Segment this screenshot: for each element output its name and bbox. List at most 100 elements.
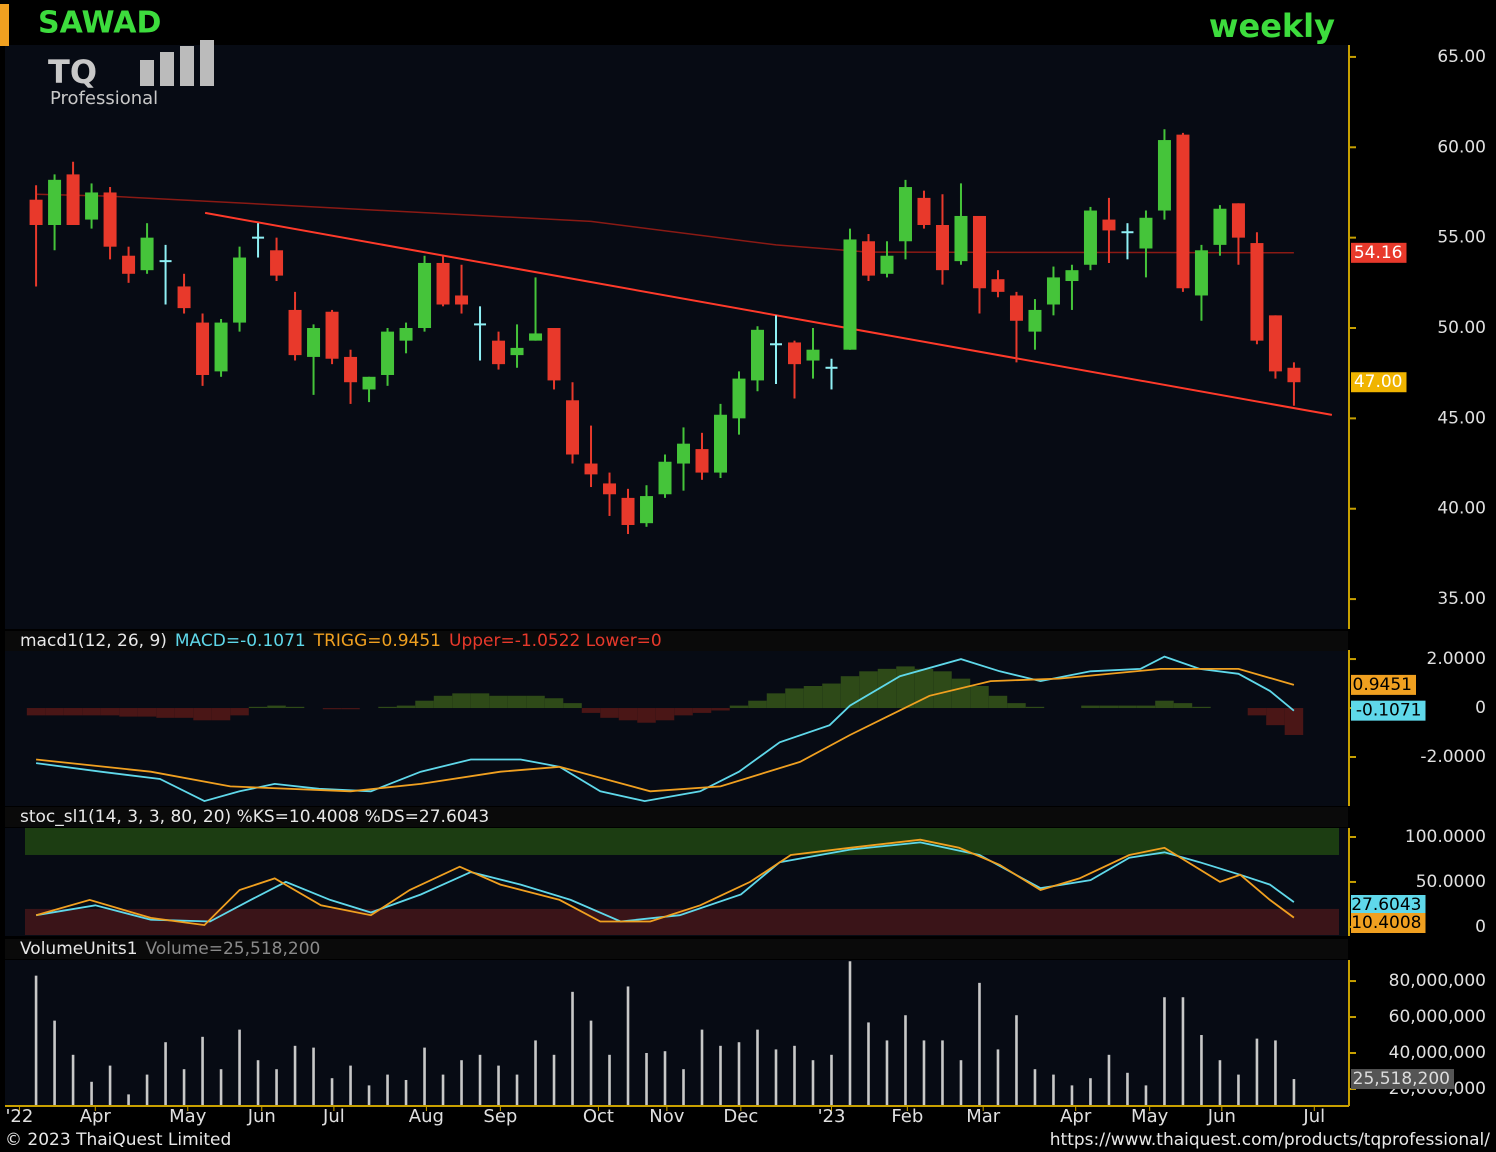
x-tick-label: Dec: [723, 1106, 758, 1127]
x-tick-label: Apr: [1060, 1106, 1092, 1127]
legend-item: MACD=-0.1071: [175, 631, 306, 651]
legend-bar: [5, 631, 1348, 651]
volume-bar: [238, 1029, 241, 1105]
panel-stochastic: stoc_sl1(14, 3, 3, 80, 20) %KS=10.4008 %…: [5, 807, 1486, 937]
candle-body: [640, 496, 654, 524]
y-tick-label: 65.00: [1437, 47, 1486, 67]
histogram-bar: [766, 693, 786, 709]
histogram-bar: [1007, 703, 1026, 709]
legend-item: Volume=25,518,200: [146, 939, 321, 959]
histogram-bar: [1099, 705, 1119, 709]
candle-body: [103, 192, 117, 247]
histogram-bar: [470, 693, 490, 709]
value-tag-label: 47.00: [1354, 372, 1403, 392]
histogram-bar: [156, 708, 175, 718]
value-tag: [1351, 1069, 1454, 1090]
x-tick-label: May: [1131, 1106, 1169, 1127]
histogram-bar: [618, 708, 638, 721]
candle-body: [436, 262, 450, 305]
volume-bar: [386, 1074, 389, 1105]
histogram-bar: [267, 705, 286, 709]
histogram-bar: [655, 708, 675, 721]
volume-bar: [219, 1069, 223, 1105]
histogram-bar: [1025, 706, 1045, 709]
x-tick-label: Sep: [483, 1106, 517, 1127]
histogram-bar: [1173, 703, 1193, 709]
candle-body: [1176, 134, 1190, 289]
candle-body: [66, 174, 80, 225]
volume-bar: [1181, 997, 1185, 1105]
volume-bar: [34, 975, 38, 1105]
histogram-bar: [933, 671, 952, 709]
corner-mark: [0, 4, 9, 46]
candle-body: [85, 192, 99, 220]
candle-body: [954, 215, 968, 262]
candle-body: [880, 255, 894, 274]
histogram-bar: [840, 676, 860, 709]
volume-bar: [848, 961, 852, 1105]
candle-body: [399, 328, 413, 341]
x-tick-label: Jun: [247, 1106, 276, 1127]
candle-body: [1102, 219, 1116, 231]
histogram-bar: [1284, 708, 1304, 735]
histogram-bar: [230, 708, 249, 716]
candle-body: [584, 463, 598, 475]
histogram-bar: [563, 703, 582, 709]
value-tag: [1351, 895, 1426, 915]
candle-body: [418, 262, 432, 329]
candle-body: [1287, 367, 1301, 383]
histogram-bar: [248, 706, 268, 709]
value-tag-label: 27.6043: [1351, 895, 1421, 915]
value-tag-label: 10.4008: [1351, 913, 1421, 933]
candle-body: [806, 349, 820, 361]
volume-bar: [737, 1042, 741, 1105]
volume-bar: [423, 1047, 426, 1105]
histogram-bar: [137, 708, 157, 717]
volume-bar: [330, 1078, 334, 1105]
volume-bar: [182, 1069, 186, 1105]
volume-bar: [515, 1074, 519, 1105]
histogram-bar: [415, 700, 434, 709]
volume-bar: [1237, 1074, 1240, 1105]
panel-candlestick: 35.00 40.00 45.00 50.00 55.00 60.00 65.00 54.16…: [29, 45, 1486, 629]
y-tick-label: 60.00: [1437, 137, 1486, 157]
candle-body: [196, 322, 210, 375]
legend: macd1(12, 26, 9) MACD=-0.1071 TRIGG=0.9451…: [20, 631, 662, 651]
candle-body: [1157, 140, 1171, 211]
candle-body: [603, 483, 617, 495]
volume-bar: [1144, 1085, 1148, 1105]
macd-panel: [5, 650, 1348, 806]
volume-bar: [293, 1045, 297, 1105]
histogram-bar: [822, 683, 841, 709]
candle-body: [510, 347, 524, 356]
volume-bar: [90, 1081, 93, 1105]
candle-body: [48, 179, 62, 225]
volume-bar: [700, 1029, 704, 1105]
candle-body: [732, 378, 746, 419]
histogram-bar: [526, 695, 545, 709]
volume-bar: [1292, 1079, 1296, 1105]
candle-body: [307, 328, 321, 357]
histogram-bar: [988, 695, 1008, 709]
histogram-bar: [785, 688, 804, 709]
symbol: SAWAD: [38, 6, 161, 41]
candle-body: [270, 250, 284, 276]
logo-text: Professional: [50, 88, 158, 109]
candle-body: [344, 356, 358, 383]
legend-item: VolumeUnits1: [20, 939, 138, 959]
legend: VolumeUnits1 Volume=25,518,200: [20, 939, 320, 959]
x-tick-label: Feb: [891, 1106, 923, 1127]
y-tick-label: 50.00: [1437, 318, 1486, 338]
volume-bar: [349, 1065, 352, 1105]
volume-bar: [1126, 1072, 1129, 1105]
volume-bar: [719, 1045, 722, 1105]
candle-body: [843, 239, 857, 350]
volume-bar: [534, 1040, 537, 1105]
x-tick-label: Jul: [1302, 1106, 1325, 1127]
value-tag-label: -0.1071: [1356, 701, 1422, 721]
candle-body: [529, 333, 543, 341]
histogram-bar: [193, 708, 212, 721]
histogram-bar: [341, 708, 360, 710]
volume-bar: [108, 1065, 112, 1105]
